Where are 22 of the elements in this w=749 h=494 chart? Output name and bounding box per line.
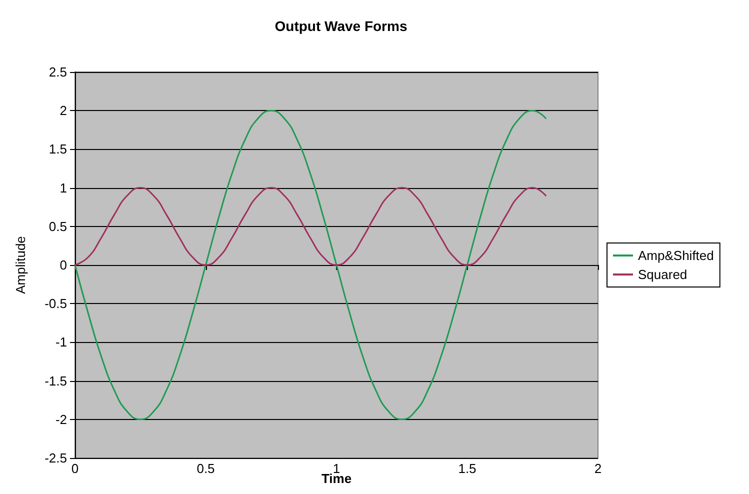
- y-tick-label: 2.5: [48, 64, 67, 80]
- x-tick-label: 1: [332, 461, 340, 476]
- y-axis-title: Amplitude: [13, 236, 28, 294]
- y-tick-label: -2.5: [44, 450, 67, 466]
- y-tick-label: 1: [60, 180, 67, 196]
- y-tick-label: -1: [55, 334, 67, 350]
- legend-label: Amp&Shifted: [638, 248, 714, 263]
- line-series: [74, 187, 546, 266]
- x-tick-label: 0: [71, 461, 79, 476]
- y-tick-label: 0.5: [48, 218, 67, 234]
- legend-label: Squared: [638, 267, 688, 282]
- y-tick-label: 2: [60, 103, 67, 118]
- x-tick-label: 2: [594, 461, 602, 476]
- y-tick-label: -2: [55, 412, 67, 427]
- line-series: [74, 110, 546, 420]
- y-tick-label: 1.5: [48, 142, 67, 157]
- chart-title: Output Wave Forms: [274, 18, 408, 34]
- y-tick-label: -1.5: [44, 373, 67, 388]
- x-tick-label: 1.5: [458, 461, 476, 476]
- y-tick-label: -0.5: [44, 296, 67, 312]
- x-tick-label: 0.5: [196, 461, 215, 476]
- y-tick-label: 0: [60, 258, 67, 272]
